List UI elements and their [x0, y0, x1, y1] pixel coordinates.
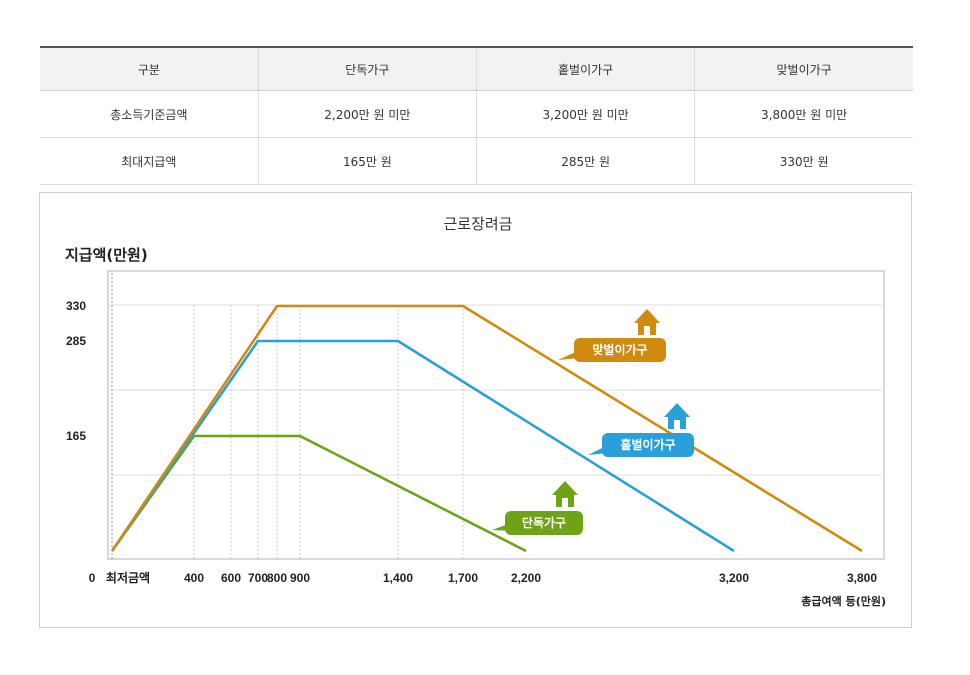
- x-tick-label-1400: 1,400: [383, 571, 413, 585]
- legend-label-single-earner: 홑벌이가구: [620, 437, 675, 452]
- x-tick-label-900: 900: [290, 571, 310, 585]
- x-tick-label-400: 400: [184, 571, 204, 585]
- x-tick-label-600: 600: [221, 571, 241, 585]
- house-roof: [664, 403, 690, 417]
- row-label-max-payment: 최대지급액: [40, 137, 259, 185]
- x-tick-label-3200: 3,200: [719, 571, 749, 585]
- series-line-single-earner: [110, 339, 735, 553]
- table-header-row: 구분 단독가구 홑벌이가구 맞벌이가구: [40, 46, 913, 91]
- eitc-criteria-table: 구분 단독가구 홑벌이가구 맞벌이가구 총소득기준금액 2,200만 원 미만 …: [40, 46, 913, 185]
- cell-max-single: 165만 원: [257, 137, 477, 185]
- house-door: [644, 326, 650, 335]
- chart-title: 근로장려금: [443, 215, 512, 233]
- legend-callout-dual-earner: 맞벌이가구: [558, 309, 666, 362]
- y-tick-label-285: 285: [66, 334, 86, 348]
- house-roof: [634, 309, 660, 323]
- x-tick-label-2200: 2,200: [511, 571, 541, 585]
- cell-income-single-earner: 3,200만 원 미만: [475, 90, 695, 138]
- callout-bubble: [505, 511, 583, 535]
- chart-container: 근로장려금 지급액(만원) 단독가구 홑벌이가구 맞벌이가구 165 285 330 0 최…: [39, 192, 912, 628]
- x-axis-label: 총급여액 등(만원): [801, 594, 886, 608]
- row-label-income: 총소득기준금액: [40, 90, 259, 138]
- x-origin-label: 0: [89, 571, 96, 585]
- cell-max-single-earner: 285만 원: [475, 137, 695, 185]
- header-dual-earner: 맞벌이가구: [694, 46, 913, 91]
- house-roof: [552, 481, 578, 495]
- legend-label-single: 단독가구: [522, 515, 566, 530]
- cell-income-single: 2,200만 원 미만: [257, 90, 477, 138]
- cell-income-dual-earner: 3,800만 원 미만: [694, 90, 913, 138]
- callout-bubble: [602, 433, 694, 457]
- house-icon: [664, 403, 690, 429]
- house-icon: [552, 481, 578, 507]
- plot-area: [107, 270, 885, 560]
- header-category: 구분: [40, 46, 259, 91]
- house-door: [674, 420, 680, 429]
- legend-callout-single-earner: 홑벌이가구: [588, 403, 694, 457]
- x-tick-label-800: 800: [267, 571, 287, 585]
- x-min-wage-label: 최저금액: [106, 570, 150, 585]
- y-tick-label-165: 165: [66, 429, 86, 443]
- y-axis-label: 지급액(만원): [65, 246, 148, 264]
- cell-max-dual-earner: 330만 원: [694, 137, 913, 185]
- house-icon: [634, 309, 660, 335]
- header-single: 단독가구: [257, 46, 477, 91]
- table-row: 총소득기준금액 2,200만 원 미만 3,200만 원 미만 3,800만 원…: [40, 90, 913, 138]
- callout-bubble: [574, 338, 666, 362]
- eitc-chart: 근로장려금 지급액(만원) 단독가구 홑벌이가구 맞벌이가구 165 285 330 0 최…: [65, 215, 886, 608]
- legend-label-dual-earner: 맞벌이가구: [592, 342, 647, 357]
- x-tick-label-700: 700: [248, 571, 268, 585]
- table-row: 최대지급액 165만 원 285만 원 330만 원: [40, 137, 913, 185]
- series-line-dual-earner: [110, 304, 863, 553]
- header-single-earner: 홑벌이가구: [475, 46, 695, 91]
- house-door: [562, 498, 568, 507]
- x-tick-label-3800: 3,800: [847, 571, 877, 585]
- x-tick-label-1700: 1,700: [448, 571, 478, 585]
- legend-callout-single: 단독가구: [492, 481, 583, 535]
- y-tick-label-330: 330: [66, 299, 86, 313]
